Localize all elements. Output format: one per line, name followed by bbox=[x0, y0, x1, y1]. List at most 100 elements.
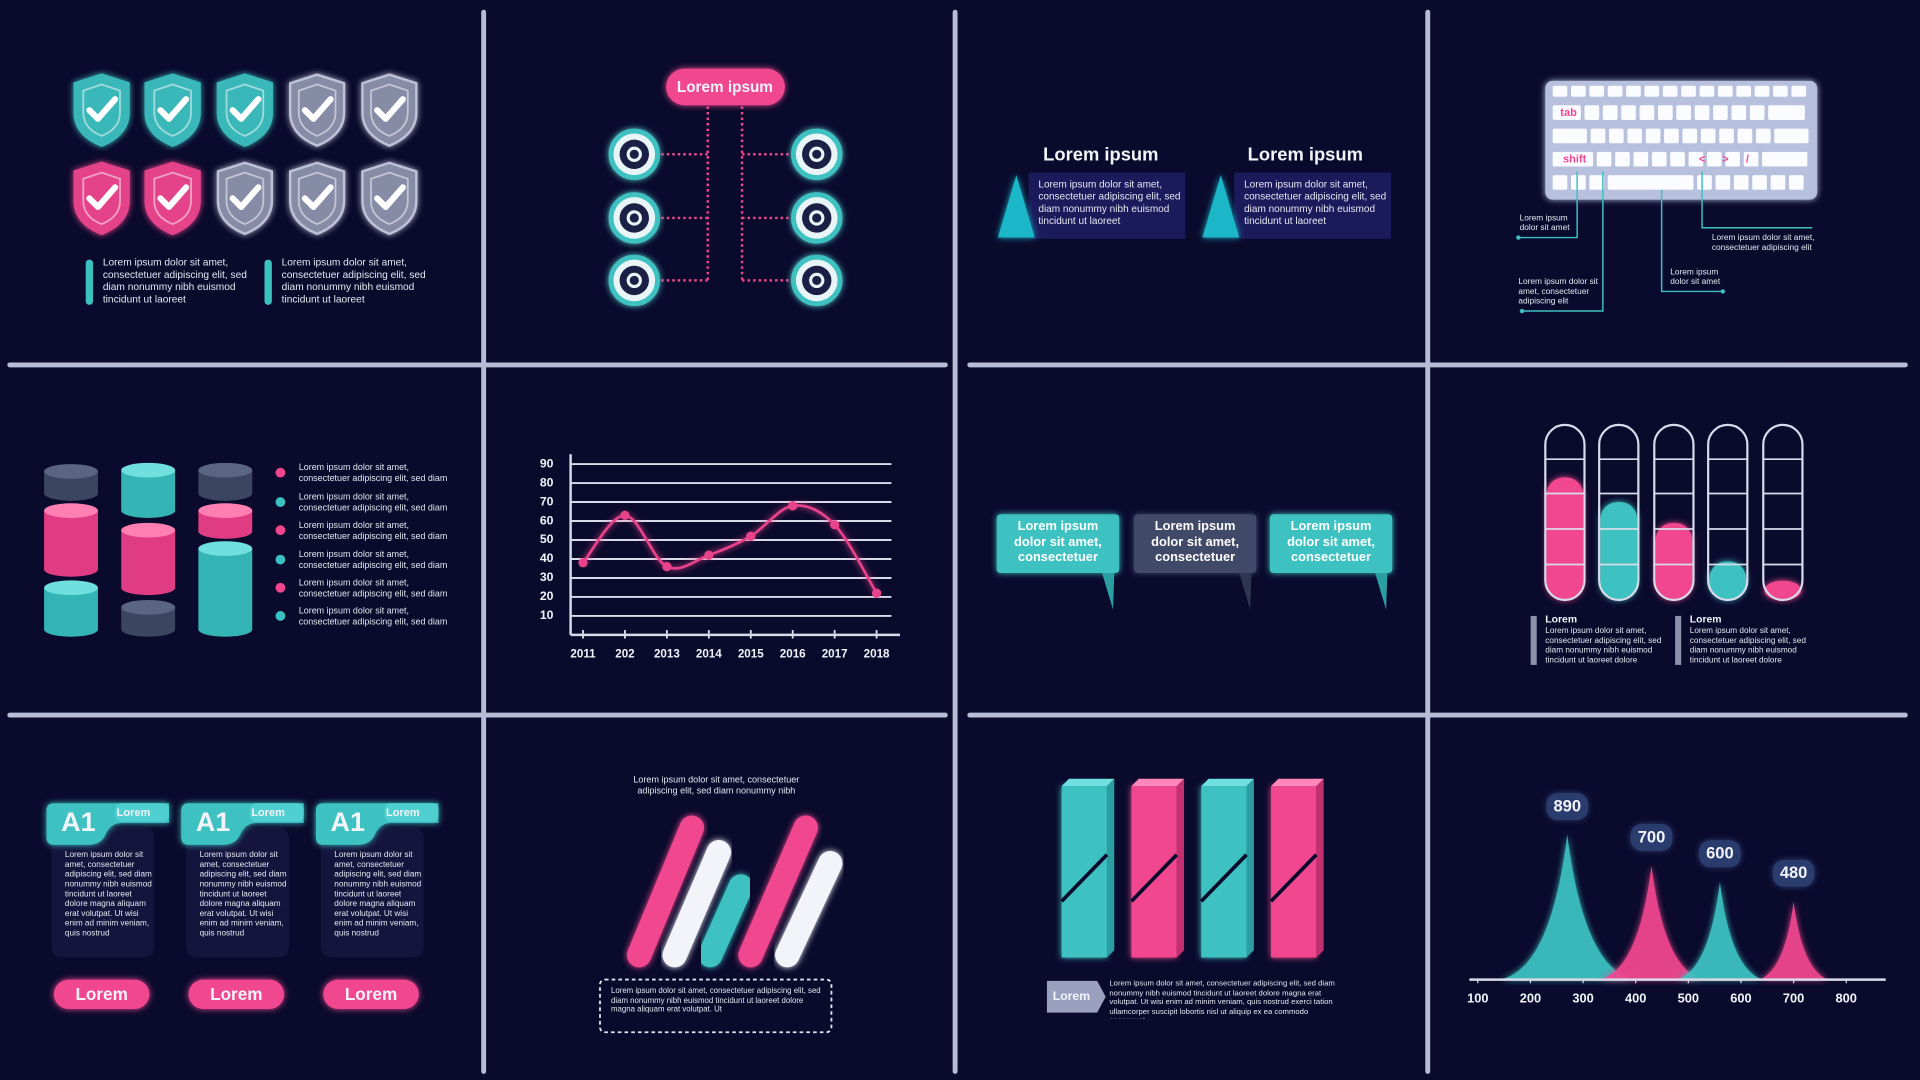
key bbox=[1713, 105, 1728, 120]
key bbox=[1762, 151, 1808, 167]
legend-text: Lorem ipsum dolor sit amet, consectetuer… bbox=[298, 606, 448, 627]
cylinder-segment-base bbox=[44, 486, 98, 501]
slanted-caption-box: Lorem ipsum dolor sit amet, consectetuer… bbox=[633, 775, 799, 796]
legend-text-box: Lorem ipsum dolor sit amet, consectetuer… bbox=[299, 520, 448, 540]
card-box bbox=[1234, 172, 1392, 239]
card-text-box: Lorem ipsum dolor sit amet, consectetuer… bbox=[1038, 179, 1180, 226]
card-button[interactable] bbox=[53, 979, 150, 1009]
key bbox=[1682, 128, 1698, 144]
cylinder-segment-base bbox=[198, 524, 253, 539]
key bbox=[1773, 85, 1788, 97]
legend-text: Lorem ipsum dolor sit amet, consectetuer… bbox=[298, 577, 448, 599]
y-tick-label: 10 bbox=[540, 608, 554, 622]
x-tick-label: 300 bbox=[1572, 991, 1593, 1006]
shield-inner bbox=[370, 171, 409, 226]
shield-inner bbox=[297, 171, 337, 226]
tube-fill bbox=[1655, 522, 1693, 600]
callout-dot bbox=[1720, 289, 1726, 294]
legend-dot bbox=[275, 467, 286, 478]
key bbox=[1589, 175, 1605, 190]
card-button[interactable] bbox=[188, 979, 285, 1009]
legend-text-box: Lorem ipsum dolor sit amet, consectetuer… bbox=[299, 492, 448, 512]
value-label: 890 bbox=[1554, 796, 1582, 815]
bubble bbox=[996, 514, 1120, 574]
key-label: shift bbox=[1563, 154, 1587, 166]
x-tick-label: 2011 bbox=[570, 648, 596, 661]
card-tab bbox=[384, 803, 439, 822]
cylinder-segment bbox=[121, 530, 176, 588]
key bbox=[1700, 128, 1716, 144]
icon-core bbox=[802, 265, 832, 296]
bubble-tail bbox=[1375, 573, 1388, 610]
key bbox=[1602, 105, 1618, 120]
value-badge bbox=[1546, 793, 1589, 820]
data-point bbox=[871, 588, 882, 598]
legend-text-box: Lorem ipsum dolor sit amet, consectetuer… bbox=[299, 550, 448, 570]
x-tick-label: 100 bbox=[1467, 991, 1488, 1006]
slanted-bar bbox=[775, 851, 843, 968]
card-text: Lorem ipsum dolor sit amet, consectetuer… bbox=[1244, 178, 1387, 226]
key bbox=[1552, 85, 1568, 97]
key bbox=[1615, 151, 1630, 167]
key bbox=[1590, 128, 1606, 144]
callout-line bbox=[1701, 171, 1813, 229]
key bbox=[1664, 128, 1679, 144]
cylinder-segment-top bbox=[44, 580, 98, 596]
bubble-text: Lorem ipsum dolor sit amet, consectetuer bbox=[1151, 519, 1240, 565]
mountain bbox=[1499, 834, 1635, 980]
check-mark bbox=[229, 96, 262, 122]
value-badge bbox=[1699, 840, 1741, 868]
icon-glyph bbox=[626, 146, 642, 162]
x-tick-label: 202 bbox=[615, 648, 634, 661]
slanted-bar bbox=[662, 840, 732, 968]
dividers bbox=[7, 9, 1908, 1074]
callout-text: Lorem ipsum dolor sit amet bbox=[1670, 268, 1721, 287]
title-pill bbox=[666, 68, 785, 106]
cylinder-segment-top bbox=[121, 522, 176, 538]
check-mark bbox=[374, 96, 406, 122]
key bbox=[1749, 105, 1765, 120]
slanted-bar bbox=[697, 874, 754, 968]
cylinder-segment-base bbox=[121, 580, 176, 596]
key bbox=[1697, 175, 1712, 190]
shield-inner bbox=[82, 83, 121, 137]
block-bar-cut bbox=[1130, 853, 1179, 903]
note-text-box: Lorem ipsum dolor sit amet, consectetuer… bbox=[1690, 627, 1806, 665]
block-text-box: Lorem ipsum dolor sit amet, consectetuer… bbox=[1109, 980, 1334, 1019]
mountain bbox=[1759, 901, 1828, 980]
cylinder-segment-base bbox=[44, 562, 98, 577]
key bbox=[1571, 85, 1586, 97]
card-body bbox=[320, 827, 424, 958]
block-bar-top bbox=[1131, 778, 1185, 787]
key bbox=[1607, 85, 1623, 97]
slanted-bar bbox=[626, 815, 705, 968]
key bbox=[1627, 128, 1643, 144]
card-button[interactable] bbox=[323, 979, 419, 1009]
key bbox=[1733, 175, 1749, 190]
cylinder-segment-base bbox=[121, 503, 176, 518]
slanted-bar bbox=[738, 815, 818, 968]
bubble-text-box: Lorem ipsum dolor sit amet, consectetuer bbox=[1151, 519, 1240, 565]
x-tick-label: 700 bbox=[1783, 991, 1804, 1006]
cylinder-segment-top bbox=[198, 503, 253, 518]
data-point bbox=[829, 520, 840, 530]
check-mark bbox=[229, 184, 262, 210]
tube bbox=[1707, 423, 1749, 602]
cylinder-segment-top bbox=[198, 462, 253, 478]
mountain bbox=[1600, 865, 1703, 980]
key bbox=[1552, 105, 1581, 120]
shield-inner bbox=[370, 83, 409, 137]
check-mark bbox=[374, 184, 406, 210]
key bbox=[1676, 105, 1692, 120]
y-tick-label: 40 bbox=[540, 551, 554, 565]
key bbox=[1725, 151, 1740, 167]
key bbox=[1694, 105, 1710, 120]
icon-glyph bbox=[809, 146, 825, 162]
key-label: > bbox=[1722, 154, 1728, 166]
slanted-note: Lorem ipsum dolor sit amet, consectetuer… bbox=[611, 986, 821, 1015]
callout-text-box: Lorem ipsum dolor sit amet, consectetuer… bbox=[1712, 234, 1815, 253]
key bbox=[1608, 128, 1624, 144]
bubble-text: Lorem ipsum dolor sit amet, consectetuer bbox=[1287, 519, 1375, 565]
icon-core bbox=[619, 203, 649, 233]
x-tick-label: 2013 bbox=[654, 648, 680, 661]
